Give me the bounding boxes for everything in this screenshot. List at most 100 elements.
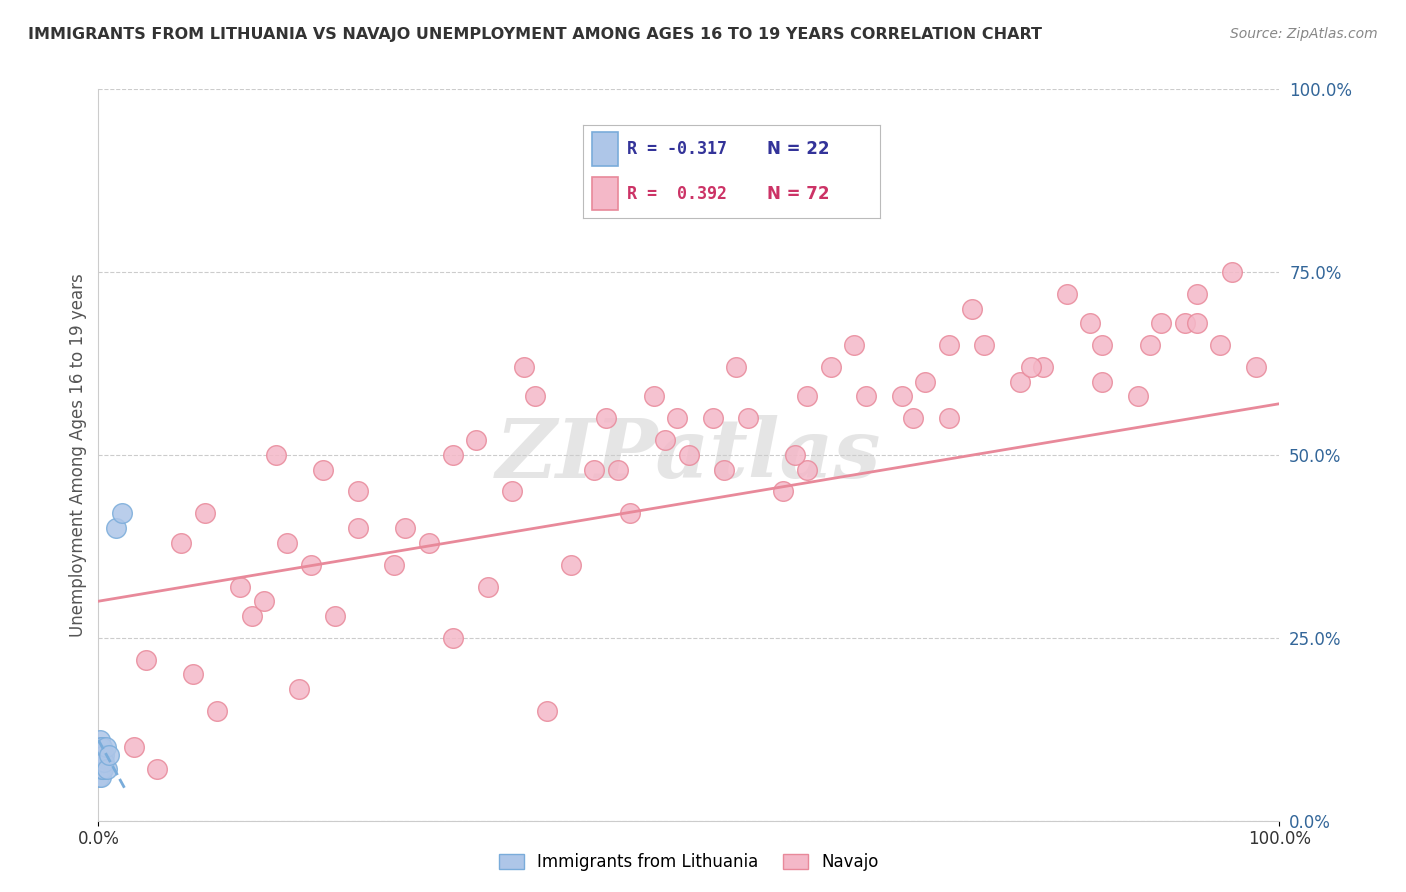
Point [253,594,276,608]
Point [643,389,665,403]
Point [91,740,114,755]
Point [312,462,335,476]
Point [1080,316,1102,330]
Y-axis label: Unemployment Among Ages 16 to 19 years: Unemployment Among Ages 16 to 19 years [69,273,87,637]
Point [90,755,112,769]
Point [1021,360,1043,375]
Point [170,535,193,549]
Text: IMMIGRANTS FROM LITHUANIA VS NAVAJO UNEMPLOYMENT AMONG AGES 16 TO 19 YEARS CORRE: IMMIGRANTS FROM LITHUANIA VS NAVAJO UNEM… [28,27,1042,42]
Point [785,448,807,462]
Point [844,338,866,352]
Point [91,755,114,769]
Point [1091,338,1114,352]
Point [194,507,217,521]
Text: N = 22: N = 22 [766,140,830,158]
Point [382,558,405,572]
Point [702,411,724,425]
Point [229,580,252,594]
Point [90,755,112,769]
Point [1126,389,1149,403]
Point [146,763,169,777]
Point [536,704,558,718]
Point [347,484,370,499]
Point [299,558,322,572]
Point [1150,316,1173,330]
Point [98,747,121,762]
Point [890,389,912,403]
Point [713,462,735,476]
Point [512,360,534,375]
Point [89,747,111,762]
Point [1220,265,1243,279]
Point [737,411,759,425]
Point [135,653,157,667]
Point [619,507,641,521]
Point [914,375,936,389]
Point [90,747,112,762]
Point [654,434,676,448]
Point [973,338,995,352]
Text: N = 72: N = 72 [766,185,830,202]
Point [1008,375,1031,389]
Point [394,521,416,535]
Point [1056,287,1078,301]
Point [903,411,925,425]
Point [962,301,984,316]
Point [94,740,117,755]
Point [93,755,115,769]
Point [465,434,488,448]
Point [796,389,818,403]
Text: ZIPatlas: ZIPatlas [496,415,882,495]
Point [323,608,346,623]
Point [93,747,115,762]
Point [418,535,440,549]
Point [524,389,547,403]
Point [264,448,287,462]
Point [89,770,111,784]
Point [91,763,114,777]
Point [91,763,114,777]
Point [90,740,112,755]
Point [87,740,110,755]
Point [772,484,794,499]
Point [666,411,689,425]
Point [820,360,842,375]
Point [347,521,370,535]
Point [441,631,464,645]
Point [441,448,464,462]
Point [1244,360,1267,375]
Point [96,763,118,777]
Point [122,740,145,755]
Point [105,521,128,535]
Point [595,411,617,425]
Point [205,704,228,718]
Point [89,763,111,777]
Point [855,389,877,403]
Text: R = -0.317: R = -0.317 [627,140,727,158]
Point [678,448,700,462]
Point [87,755,110,769]
Point [583,462,606,476]
Point [796,462,818,476]
Point [1185,316,1208,330]
Point [1032,360,1054,375]
Point [607,462,630,476]
Point [240,608,263,623]
FancyBboxPatch shape [592,132,619,166]
Point [1185,287,1208,301]
Point [477,580,499,594]
Point [938,411,960,425]
Point [89,733,111,747]
Point [1091,375,1114,389]
Point [276,535,298,549]
Point [288,681,311,696]
Point [1209,338,1232,352]
Point [181,667,204,681]
Point [938,338,960,352]
Point [501,484,523,499]
Point [725,360,748,375]
Point [111,507,134,521]
FancyBboxPatch shape [592,177,619,211]
Point [1139,338,1161,352]
Point [1174,316,1197,330]
